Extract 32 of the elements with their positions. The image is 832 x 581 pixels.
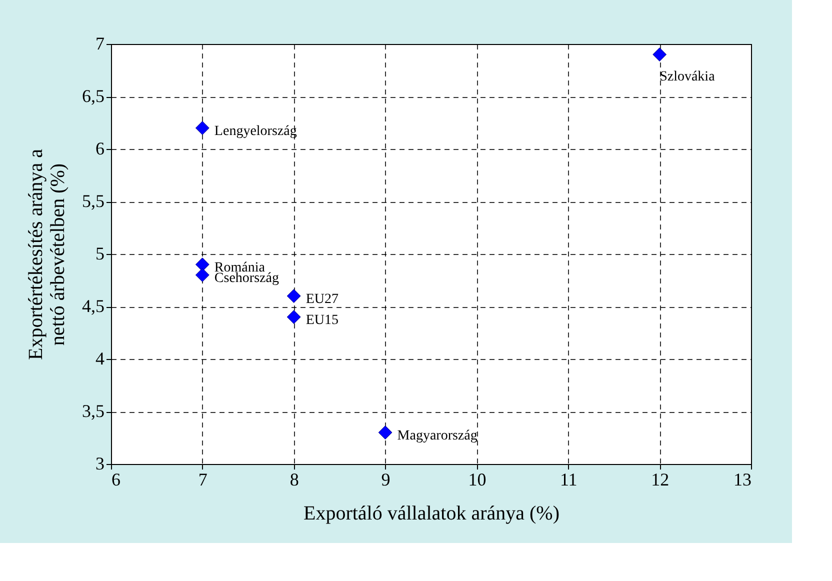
- x-tick-label: 12: [651, 470, 670, 490]
- annotation: EU27: [306, 292, 339, 307]
- y-tick-label: 4: [96, 348, 104, 368]
- y-tick-label: 7: [96, 34, 104, 54]
- annotation: Csehország: [214, 271, 279, 286]
- y-tick-label: 6,5: [82, 86, 104, 106]
- annotation: Magyarország: [397, 428, 478, 444]
- point: [286, 289, 301, 303]
- point: [652, 48, 667, 62]
- x-tick-label: 6: [112, 470, 120, 490]
- point: [195, 268, 210, 282]
- annotation: Szlovákia: [660, 70, 716, 84]
- y-tick-label: 5,5: [82, 191, 104, 211]
- y-tick-label: 6: [96, 138, 104, 158]
- x-tick-label: 7: [198, 470, 208, 490]
- y-tick-label: 4,5: [82, 296, 104, 316]
- y-axis-title: Exportértékesítés aránya a nettó árbevételben (%): [25, 148, 69, 360]
- x-axis-title: Exportáló vállalatok aránya (%): [304, 502, 560, 524]
- annotation: Lengyelország: [214, 124, 297, 139]
- y-tick-label: 5: [96, 244, 104, 264]
- x-tick-label: 13: [734, 470, 752, 490]
- y-tick-label: 3: [96, 454, 104, 474]
- x-tick-label: 9: [381, 470, 390, 490]
- point: [195, 258, 210, 272]
- x-tick-label: 8: [290, 470, 299, 490]
- point: [286, 310, 301, 324]
- y-tick-label: 3,5: [82, 401, 104, 421]
- point: [378, 426, 392, 440]
- annotation: EU15: [306, 313, 339, 328]
- x-tick-label: 10: [468, 470, 486, 490]
- point: [195, 121, 210, 135]
- x-tick-label: 11: [560, 470, 578, 490]
